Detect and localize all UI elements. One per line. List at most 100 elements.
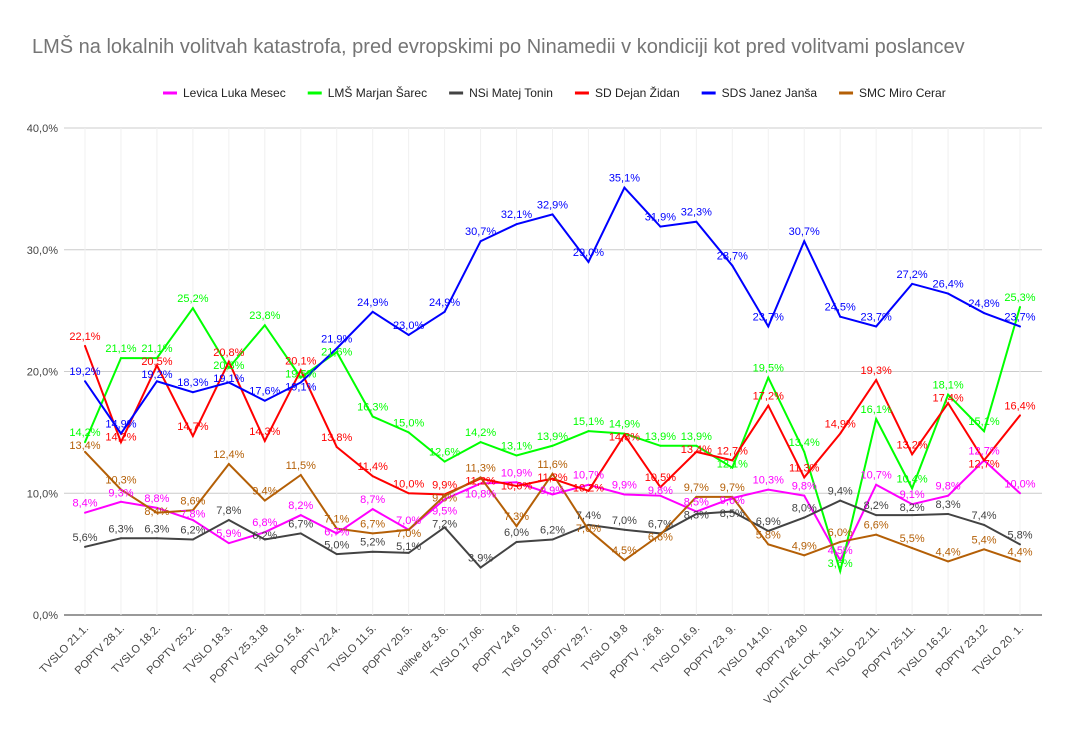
y-tick-label: 30,0% xyxy=(27,245,58,257)
data-point xyxy=(443,494,446,497)
data-label: 19,2% xyxy=(141,369,172,381)
data-point xyxy=(983,548,986,551)
data-label: 9,7% xyxy=(684,482,709,494)
data-label: 30,7% xyxy=(465,226,496,238)
data-label: 3,6% xyxy=(828,558,853,570)
data-point xyxy=(479,566,482,569)
data-point xyxy=(371,508,374,511)
data-label: 20,8% xyxy=(213,347,244,359)
data-label: 10,5% xyxy=(645,472,676,484)
data-point xyxy=(587,430,590,433)
y-tick-label: 20,0% xyxy=(27,367,58,379)
data-point xyxy=(839,559,842,562)
data-point xyxy=(84,450,86,453)
data-label: 8,4% xyxy=(144,506,169,518)
data-point xyxy=(227,542,230,545)
data-label: 8,5% xyxy=(720,508,745,520)
data-point xyxy=(695,510,698,513)
legend-label: NSi Matej Tonin xyxy=(469,86,553,100)
data-point xyxy=(911,487,914,490)
data-point xyxy=(875,533,878,536)
data-point xyxy=(155,380,158,383)
data-label: 7,0% xyxy=(396,528,421,540)
data-label: 23,8% xyxy=(249,310,280,322)
data-point xyxy=(191,391,194,394)
data-point xyxy=(623,433,626,436)
data-label: 14,2% xyxy=(105,432,136,444)
data-label: 9,3% xyxy=(108,488,133,500)
data-label: 17,2% xyxy=(753,391,784,403)
data-label: 16,1% xyxy=(861,404,892,416)
data-label: 8,7% xyxy=(360,494,385,506)
data-label: 20,1% xyxy=(285,355,316,367)
data-label: 10,9% xyxy=(501,467,532,479)
data-label: 15,0% xyxy=(393,417,424,429)
data-label: 8,3% xyxy=(936,499,961,511)
data-point xyxy=(695,444,698,447)
data-label: 13,2% xyxy=(897,439,928,451)
data-point xyxy=(839,315,842,318)
data-label: 8,5% xyxy=(684,497,709,509)
data-point xyxy=(119,432,122,435)
data-point xyxy=(407,492,410,495)
data-label: 32,9% xyxy=(537,199,568,211)
data-label: 14,9% xyxy=(825,419,856,431)
data-point xyxy=(191,435,194,438)
data-label: 23,7% xyxy=(861,311,892,323)
data-label: 17,6% xyxy=(249,386,280,398)
data-label: 11,2% xyxy=(465,475,496,487)
data-point xyxy=(371,550,374,553)
data-point xyxy=(371,310,374,313)
data-label: 6,3% xyxy=(108,523,133,535)
data-point xyxy=(551,444,554,447)
data-label: 10,8% xyxy=(465,488,496,500)
data-point xyxy=(191,538,194,541)
data-label: 11,2% xyxy=(537,472,568,484)
data-point xyxy=(407,528,410,531)
data-point xyxy=(767,325,770,328)
data-point xyxy=(227,381,230,384)
data-label: 10,3% xyxy=(105,475,136,487)
data-point xyxy=(551,538,554,541)
data-point xyxy=(767,404,770,407)
data-point xyxy=(803,476,806,479)
data-point xyxy=(119,357,122,360)
data-point xyxy=(983,430,986,433)
data-label: 7,1% xyxy=(324,514,349,526)
data-label: 19,5% xyxy=(285,368,316,380)
data-label: 35,1% xyxy=(609,173,640,185)
data-point xyxy=(731,466,734,469)
data-label: 19,2% xyxy=(69,366,100,378)
data-label: 15,1% xyxy=(573,416,604,428)
data-point xyxy=(443,526,446,529)
data-label: 10,6% xyxy=(501,480,532,492)
data-point xyxy=(335,445,338,448)
data-label: 7,4% xyxy=(971,510,996,522)
data-label: 21,6% xyxy=(321,346,352,358)
data-point xyxy=(119,441,122,444)
data-label: 12,7% xyxy=(968,445,999,457)
data-label: 9,7% xyxy=(720,482,745,494)
data-label: 8,2% xyxy=(864,500,889,512)
data-point xyxy=(623,528,626,531)
data-point xyxy=(1019,492,1021,495)
data-label: 14,8% xyxy=(609,432,640,444)
data-label: 13,9% xyxy=(681,431,712,443)
data-point xyxy=(587,483,590,486)
data-label: 9,8% xyxy=(936,481,961,493)
data-point xyxy=(659,444,662,447)
data-point xyxy=(731,459,734,462)
data-point xyxy=(119,537,122,540)
data-point xyxy=(695,512,698,515)
data-label: 13,9% xyxy=(537,431,568,443)
data-label: 8,4% xyxy=(72,498,97,510)
data-point xyxy=(84,344,86,347)
data-point xyxy=(875,514,878,517)
data-label: 23,7% xyxy=(753,311,784,323)
data-point xyxy=(587,489,590,492)
data-label: 9,4% xyxy=(252,486,277,498)
data-point xyxy=(191,509,194,512)
data-point xyxy=(875,379,878,382)
data-point xyxy=(803,494,806,497)
